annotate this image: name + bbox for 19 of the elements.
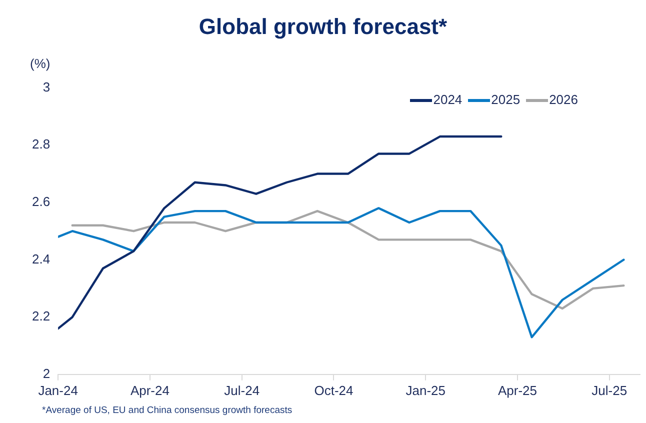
x-tick-label: Jul-24 <box>224 382 260 398</box>
x-tick-label: Apr-25 <box>498 382 538 398</box>
text: *Average of US, EU and China consensus growth forecasts <box>42 405 292 416</box>
y-tick-label: 2.6 <box>32 194 50 210</box>
y-tick-label: 2.4 <box>32 251 50 266</box>
x-tick-label: Oct-24 <box>314 382 354 398</box>
x-tick-label: Jan-24 <box>38 382 78 398</box>
y-tick-label: 2 <box>42 366 50 381</box>
y-axis-title: (%) <box>30 56 50 71</box>
x-tick-label: Jan-25 <box>406 382 446 398</box>
y-tick-label: 2.2 <box>32 308 50 324</box>
y-tick-label: 2.8 <box>32 136 50 152</box>
legend-label: 2025 <box>490 92 520 107</box>
y-tick-label: 3 <box>42 79 50 94</box>
chart-title: Global growth forecast* <box>198 14 448 40</box>
x-tick-label: Apr-24 <box>130 382 170 398</box>
legend-label: 2024 <box>432 92 462 107</box>
x-tick-label: Jul-25 <box>592 382 628 398</box>
legend-label: 2026 <box>548 92 578 107</box>
